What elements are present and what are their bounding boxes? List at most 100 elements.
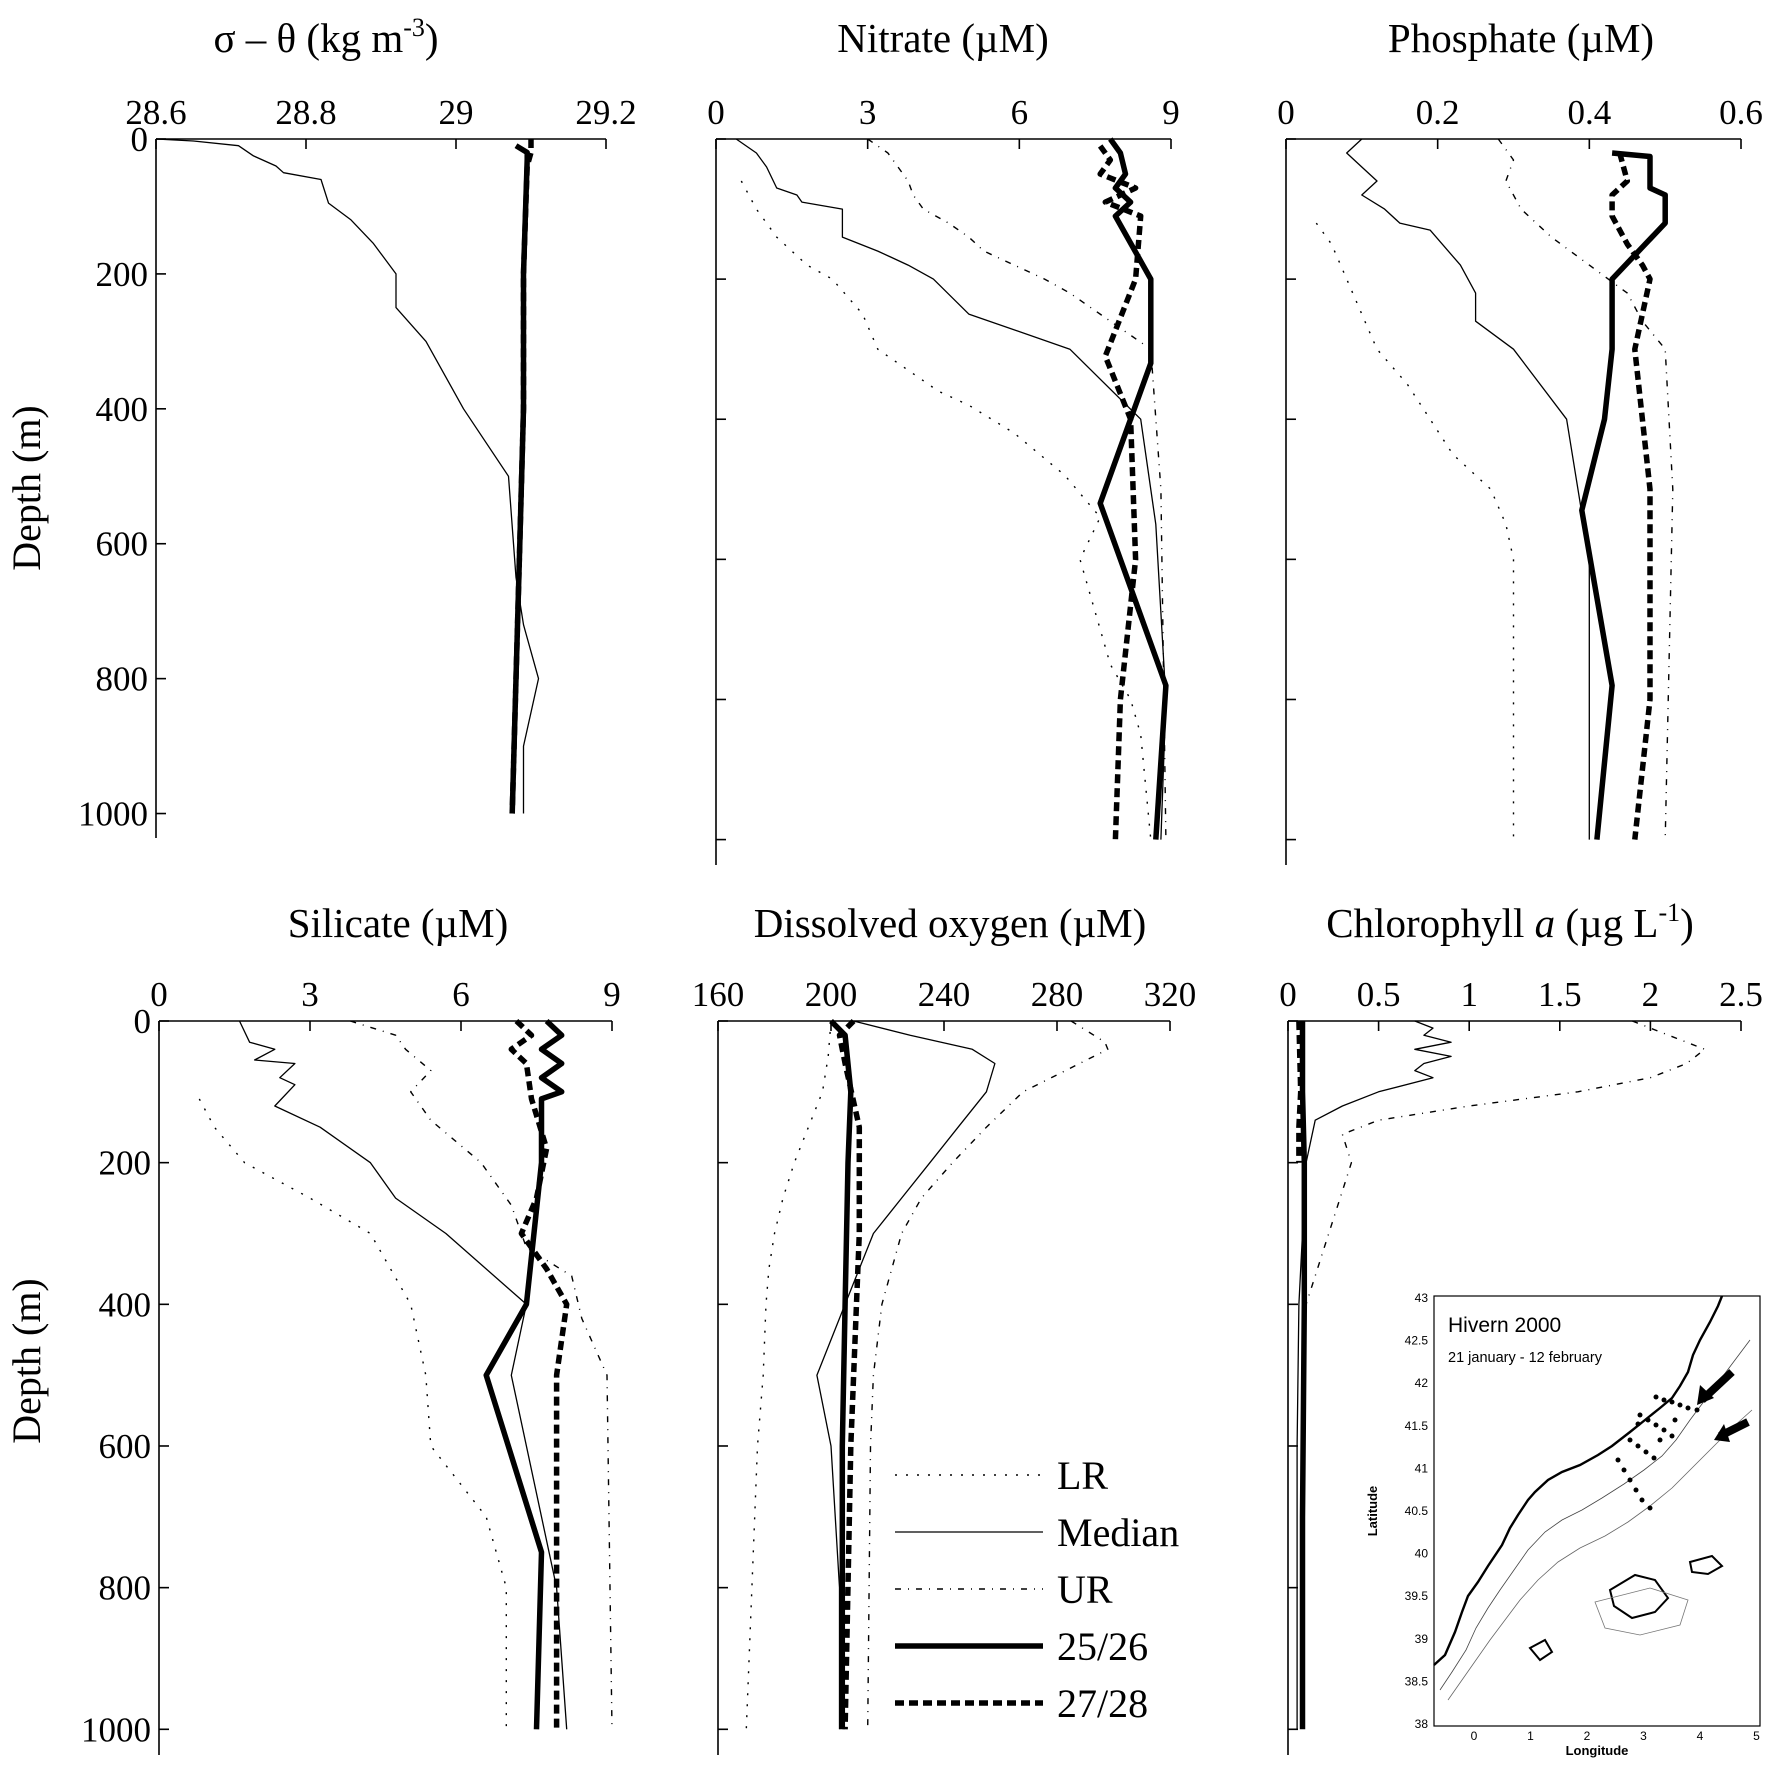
series-line-lr	[740, 180, 1152, 840]
y-tick-label: 600	[99, 1427, 152, 1466]
x-tick-label: 6	[452, 975, 470, 1014]
y-tick-label: 800	[96, 660, 149, 699]
map-y-tick-label: 42	[1415, 1376, 1429, 1390]
series-line-lr	[198, 1098, 507, 1730]
x-tick-label: 0.6	[1719, 93, 1763, 132]
panel-title-sigma-theta: σ – θ (kg m-3)	[213, 13, 438, 61]
map-y-tick-label: 43	[1415, 1291, 1429, 1305]
x-tick-label: 0.2	[1416, 93, 1460, 132]
map-y-tick-label: 39.5	[1405, 1589, 1429, 1603]
series-line-median	[816, 1020, 996, 1730]
plot-chlorophyll: 0 0.5 1 1.5 2 2.5	[1279, 975, 1763, 1755]
x-tick-label: 29.2	[575, 93, 636, 132]
panel-title-nitrate: Nitrate (µM)	[837, 15, 1048, 61]
y-tick-label: 1000	[81, 1710, 151, 1749]
island-menorca	[1688, 1554, 1724, 1576]
map-x-tick-label: 5	[1753, 1729, 1760, 1743]
x-tick-label: 3	[301, 975, 319, 1014]
series-line-27-28	[1609, 152, 1653, 840]
map-x-tick-label: 4	[1697, 1729, 1704, 1743]
plot-dissolved-oxygen: 160 200 240 280 320	[692, 975, 1197, 1755]
plot-nitrate: 0 3 6 9	[707, 93, 1180, 865]
map-y-tick-label: 41.5	[1405, 1419, 1429, 1433]
series-line-25-26	[1299, 1021, 1308, 1730]
x-tick-label: 0.4	[1567, 93, 1611, 132]
panel-nitrate: Nitrate (µM) 0 3 6 9	[707, 15, 1180, 865]
series-line-median	[735, 138, 1167, 840]
series-line-27-28	[508, 1018, 570, 1730]
plot-phosphate: 0 0.2 0.4 0.6	[1277, 93, 1763, 865]
panel-dissolved-oxygen: Dissolved oxygen (µM) 160 200 240 280 320	[692, 900, 1197, 1755]
x-tick-label: 28.8	[275, 93, 336, 132]
bathymetry-contour	[1447, 1409, 1753, 1701]
series-line-median	[1296, 1020, 1452, 1730]
legend-label: 27/28	[1057, 1681, 1148, 1726]
x-tick-label: 29	[439, 93, 474, 132]
x-tick-label: 0	[1277, 93, 1295, 132]
map-x-ticks: 0 1 2 3 4 5	[1471, 1729, 1761, 1743]
x-tick-label: 9	[603, 975, 621, 1014]
series-line-27-28	[509, 139, 534, 814]
legend: LR Median UR 25/26 27/28	[895, 1453, 1179, 1726]
x-tick-label: 6	[1011, 93, 1029, 132]
panel-silicate: Silicate (µM) 0 3 6 9 0 200 400 600 800 1000 Dept…	[4, 900, 621, 1755]
series-line-27-28	[836, 1019, 863, 1730]
coastline	[1433, 1295, 1724, 1666]
series-line-25-26	[1579, 150, 1668, 840]
plot-silicate: 0 3 6 9 0 200 400 600 800 1000	[81, 975, 621, 1755]
panel-title-silicate: Silicate (µM)	[288, 900, 509, 946]
x-tick-label: 0	[707, 93, 725, 132]
map-frame	[1433, 1295, 1761, 1727]
x-tick-label: 28.6	[125, 93, 186, 132]
map-x-tick-label: 0	[1471, 1729, 1478, 1743]
x-tick-label: 0	[150, 975, 168, 1014]
map-y-tick-label: 39	[1415, 1632, 1429, 1646]
map-subtitle: 21 january - 12 february	[1448, 1350, 1603, 1366]
y-tick-label: 1000	[78, 795, 148, 834]
series-line-ur	[1301, 1020, 1706, 1447]
series-line-25-26	[483, 1018, 565, 1730]
series-line-25-26	[829, 1019, 854, 1730]
bathymetry-contour	[1594, 1587, 1689, 1636]
map-y-ticks: 43 42.5 42 41.5 41 40.5 40 39.5 39 38.5 38	[1405, 1291, 1429, 1731]
series-line-27-28	[1097, 144, 1144, 840]
x-tick-label: 3	[859, 93, 877, 132]
x-tick-label: 160	[692, 975, 745, 1014]
map-inset: Hivern 2000 21 january - 12 february 434…	[1365, 1291, 1761, 1758]
map-y-tick-label: 40.5	[1405, 1504, 1429, 1518]
map-y-tick-label: 38.5	[1405, 1674, 1429, 1688]
x-tick-label: 0.5	[1357, 975, 1401, 1014]
map-y-tick-label: 42.5	[1405, 1334, 1429, 1348]
legend-label: 25/26	[1057, 1624, 1148, 1669]
map-x-tick-label: 3	[1640, 1729, 1647, 1743]
series-line-lr	[1315, 222, 1515, 840]
arrow-icon	[1697, 1369, 1750, 1442]
map-y-tick-label: 40	[1415, 1547, 1429, 1561]
map-x-tick-label: 2	[1584, 1729, 1591, 1743]
y-axis-label: Depth (m)	[4, 1278, 49, 1444]
map-x-tick-label: 1	[1527, 1729, 1534, 1743]
y-tick-label: 600	[96, 525, 149, 564]
series-line-lr	[745, 1020, 832, 1730]
x-tick-label: 280	[1031, 975, 1084, 1014]
legend-label: Median	[1057, 1510, 1179, 1555]
panel-phosphate: Phosphate (µM) 0 0.2 0.4 0.6	[1277, 15, 1763, 865]
bathymetry-contour	[1439, 1339, 1751, 1691]
series-line-ur	[350, 1020, 613, 1730]
x-tick-label: 240	[918, 975, 971, 1014]
x-tick-label: 9	[1162, 93, 1180, 132]
island-mallorca	[1608, 1573, 1670, 1620]
series-line-25-26	[1097, 137, 1169, 840]
x-tick-label: 320	[1144, 975, 1197, 1014]
series-line-27-28	[1296, 1020, 1304, 1163]
y-tick-label: 800	[99, 1569, 152, 1608]
x-tick-label: 2	[1642, 975, 1660, 1014]
series-line-median	[155, 138, 540, 814]
legend-label: LR	[1057, 1453, 1108, 1498]
x-tick-label: 2.5	[1719, 975, 1763, 1014]
y-tick-label: 0	[131, 120, 149, 159]
y-tick-label: 400	[96, 390, 149, 429]
y-tick-label: 400	[99, 1285, 152, 1324]
map-y-tick-label: 38	[1415, 1717, 1429, 1731]
